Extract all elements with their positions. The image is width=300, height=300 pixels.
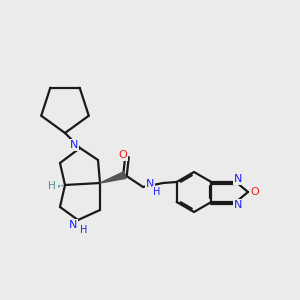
Text: O: O — [250, 187, 260, 197]
Text: O: O — [118, 150, 127, 160]
Text: N: N — [146, 179, 154, 189]
Text: N: N — [234, 174, 242, 184]
Text: H: H — [48, 181, 56, 191]
Polygon shape — [100, 172, 126, 183]
Text: N: N — [234, 200, 242, 210]
Text: N: N — [69, 220, 77, 230]
Text: H: H — [80, 225, 88, 235]
Text: N: N — [70, 140, 78, 150]
Text: H: H — [153, 187, 161, 197]
